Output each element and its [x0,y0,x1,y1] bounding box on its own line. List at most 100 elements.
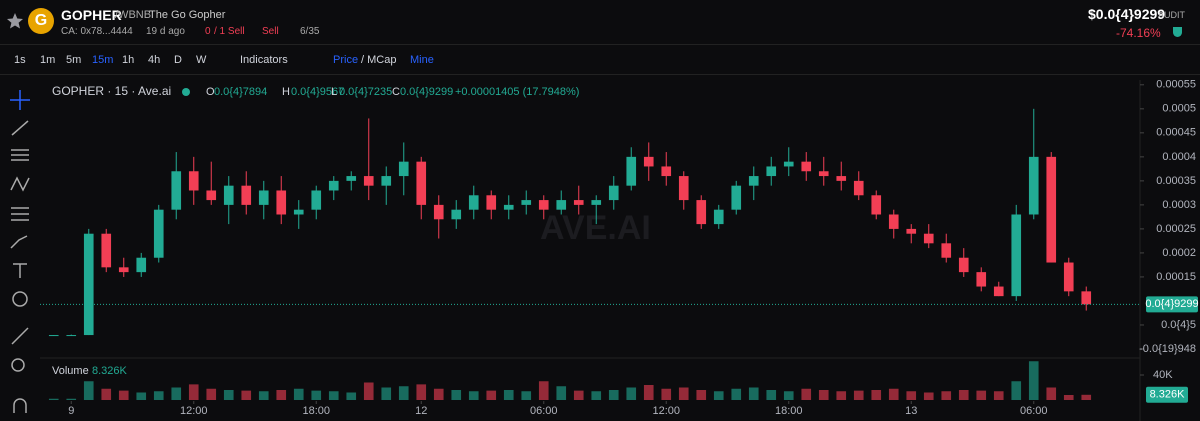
candle-body [1081,291,1092,305]
volume-value: 8.326K [92,365,128,377]
o-value: 0.0{4}7894 [214,86,267,98]
candle-body [608,185,619,201]
interval-button[interactable]: 15m [92,54,114,66]
volume-bar [888,388,899,400]
candle-body [958,257,969,273]
indicators[interactable]: Indicators [240,54,288,66]
interval-button[interactable]: D [174,54,182,66]
volume-bar [206,388,217,400]
volume-bar [398,386,409,400]
volume-bar [818,390,829,400]
x-tick-label: 12:00 [652,405,680,417]
crosshair-tool[interactable] [10,90,30,110]
volume-bar [451,390,462,400]
mcap-toggle[interactable]: / MCap [361,54,397,66]
x-tick-label: 12:00 [180,405,208,417]
emoji-tool[interactable] [12,291,28,307]
candle-body [871,195,882,215]
candle-body [818,171,829,177]
change: -74.16% [1116,26,1161,40]
fib-tool[interactable] [11,149,29,161]
candle-body [556,200,567,210]
y-tick-label: 0.0005 [1162,103,1196,115]
volume-bar [993,391,1004,400]
c-value: 0.0{4}9299 [400,86,453,98]
volume-bar [171,387,182,400]
candle-body [153,209,164,258]
volume-bar [118,390,129,400]
volume-bar [853,390,864,400]
candle-body [1046,156,1057,263]
y-tick-label: 0.0004 [1162,151,1196,163]
y-tick-label: 0.00025 [1156,223,1196,235]
candle-body [486,195,497,210]
y-tick-label: 0.0{4}5 [1161,319,1196,331]
volume-bar [328,391,339,400]
x-tick-label: 9 [68,405,74,417]
candle-body [661,166,672,177]
volume-bar [48,398,59,400]
text-tool[interactable] [13,263,27,278]
y-tick-label: -0.0{19}948 [1139,343,1196,355]
candle-body [416,161,427,205]
candle-body [573,200,584,205]
volume-bar [976,390,987,400]
line-tool[interactable] [11,120,29,136]
zoom-tool[interactable] [11,358,25,372]
buys: 0 [205,26,211,37]
candle-body [503,204,514,210]
volume-bar [188,384,199,400]
candle-body [363,176,374,186]
magnet-tool[interactable] [13,398,27,413]
volume-bar [608,390,619,400]
y2-tick-label: 40K [1153,369,1173,381]
audit[interactable]: AUDIT [1158,10,1185,20]
pair: /WBNB [115,9,152,21]
projection-tool[interactable] [11,207,29,221]
interval-button[interactable]: 1s [14,54,26,66]
y-tick-label: 0.00055 [1156,79,1196,91]
contract[interactable]: CA: 0x78...4444 [61,26,133,37]
volume-bar [1081,394,1092,400]
mine[interactable]: Mine [410,54,434,66]
pattern-tool[interactable] [10,176,30,192]
candle-body [941,243,952,258]
y-tick-label: 0.0003 [1162,199,1196,211]
volume-bar [66,398,77,400]
volume-bar [1046,387,1057,400]
interval-button[interactable]: 1h [122,54,135,66]
volume-bar [276,390,287,400]
interval-button[interactable]: 4h [148,54,161,66]
volume-bar [713,391,724,400]
header: G GOPHER /WBNB The Go Gopher CA: 0x78...… [0,0,1200,45]
last-price-label: 0.0{4}9299 [1145,298,1198,310]
volume-bar [906,391,917,400]
ruler-tool[interactable] [11,327,29,345]
x-tick-label: 06:00 [530,405,558,417]
price-toggle[interactable]: Price [333,54,359,66]
candle-body [853,180,864,196]
volume-bar [801,388,812,400]
volume-bar [241,390,252,400]
candle-body [101,233,112,268]
candle-body [451,209,462,220]
drawing-tools [10,90,30,413]
volume-bar [958,390,969,400]
candle-body [433,204,444,220]
brush-tool[interactable] [10,235,28,249]
candle-body [591,200,602,205]
candle-body [538,200,549,210]
volume-bar [521,391,532,400]
token-name: The Go Gopher [149,9,226,21]
age: 19 d ago [146,26,185,37]
interval-button[interactable]: 1m [40,54,56,66]
favorite-star[interactable] [6,12,24,30]
candle-body [223,185,234,205]
candle-body [713,209,724,225]
interval-button[interactable]: W [196,54,207,66]
y-tick-label: 0.00035 [1156,175,1196,187]
x-tick-label: 12 [415,405,427,417]
volume-bar [293,388,304,400]
interval-button[interactable]: 5m [66,54,82,66]
volume-bar [766,390,777,400]
